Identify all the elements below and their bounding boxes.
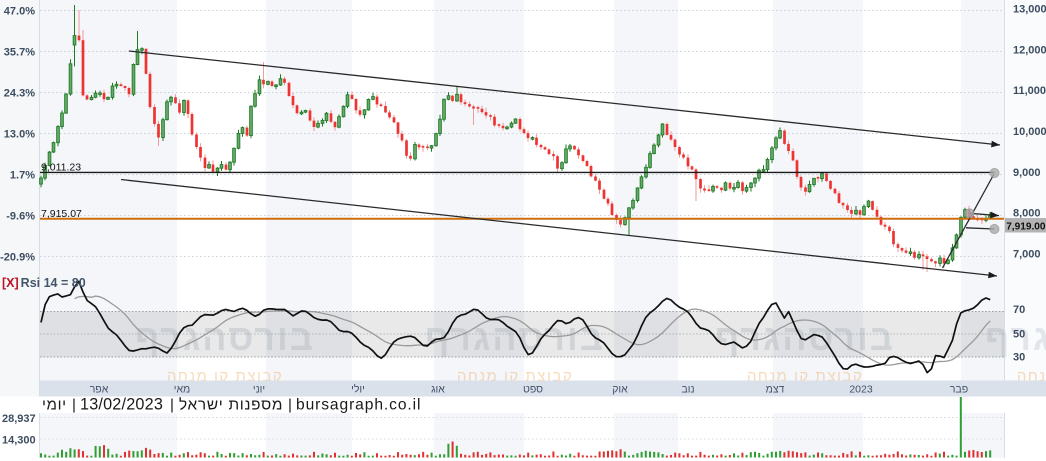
- svg-text:אפר: אפר: [90, 384, 109, 396]
- svg-text:[X]Rsi 14 = 80: [X] Rsi 14 = 80: [2, 276, 86, 290]
- svg-text:7,915.07: 7,915.07: [41, 208, 82, 220]
- svg-text:11,000: 11,000: [1013, 85, 1046, 97]
- svg-text:אוג: אוג: [431, 384, 445, 396]
- svg-text:-9.6%: -9.6%: [6, 210, 35, 222]
- svg-text:bursagraph.co.il: bursagraph.co.il: [296, 397, 421, 414]
- svg-text:|: |: [170, 397, 174, 414]
- svg-text:12,000: 12,000: [1013, 44, 1046, 56]
- svg-text:פבר: פבר: [950, 384, 968, 396]
- svg-text:70: 70: [1013, 304, 1025, 316]
- svg-text:יולי: יולי: [351, 384, 365, 396]
- svg-text:35.7%: 35.7%: [4, 46, 35, 58]
- svg-text:9,011.23: 9,011.23: [41, 162, 81, 174]
- svg-text:מספנות ישראל: מספנות ישראל: [179, 397, 283, 414]
- svg-text:|: |: [72, 397, 76, 414]
- svg-text:9,000: 9,000: [1013, 167, 1041, 179]
- svg-text:10,000: 10,000: [1013, 126, 1046, 138]
- svg-text:יוני: יוני: [253, 384, 265, 396]
- svg-text:מאי: מאי: [174, 384, 191, 396]
- svg-text:8,000: 8,000: [1013, 208, 1041, 220]
- svg-text:דצמ: דצמ: [766, 384, 785, 396]
- svg-text:נוב: נוב: [681, 384, 694, 396]
- svg-text:47.0%: 47.0%: [4, 5, 35, 17]
- svg-text:13,000: 13,000: [1013, 4, 1046, 16]
- svg-text:50: 50: [1013, 328, 1025, 340]
- svg-text:1.7%: 1.7%: [10, 169, 35, 181]
- svg-text:-20.9%: -20.9%: [0, 251, 35, 263]
- svg-text:7,000: 7,000: [1013, 248, 1041, 260]
- svg-text:ספט: ספט: [523, 384, 543, 396]
- svg-text:יומי: יומי: [42, 397, 67, 414]
- svg-text:בורסהגרף: בורסהגרף: [985, 317, 1046, 358]
- svg-text:14,300: 14,300: [2, 434, 36, 446]
- svg-text:|: |: [288, 397, 292, 414]
- svg-text:30: 30: [1013, 351, 1025, 363]
- svg-text:אוק: אוק: [612, 384, 628, 396]
- svg-text:24.3%: 24.3%: [4, 87, 35, 99]
- svg-text:28,937: 28,937: [2, 413, 36, 425]
- svg-text:13.0%: 13.0%: [4, 128, 35, 140]
- svg-text:13/02/2023: 13/02/2023: [80, 396, 163, 414]
- svg-text:2023: 2023: [849, 384, 873, 396]
- svg-text:7,919.00: 7,919.00: [1006, 221, 1046, 232]
